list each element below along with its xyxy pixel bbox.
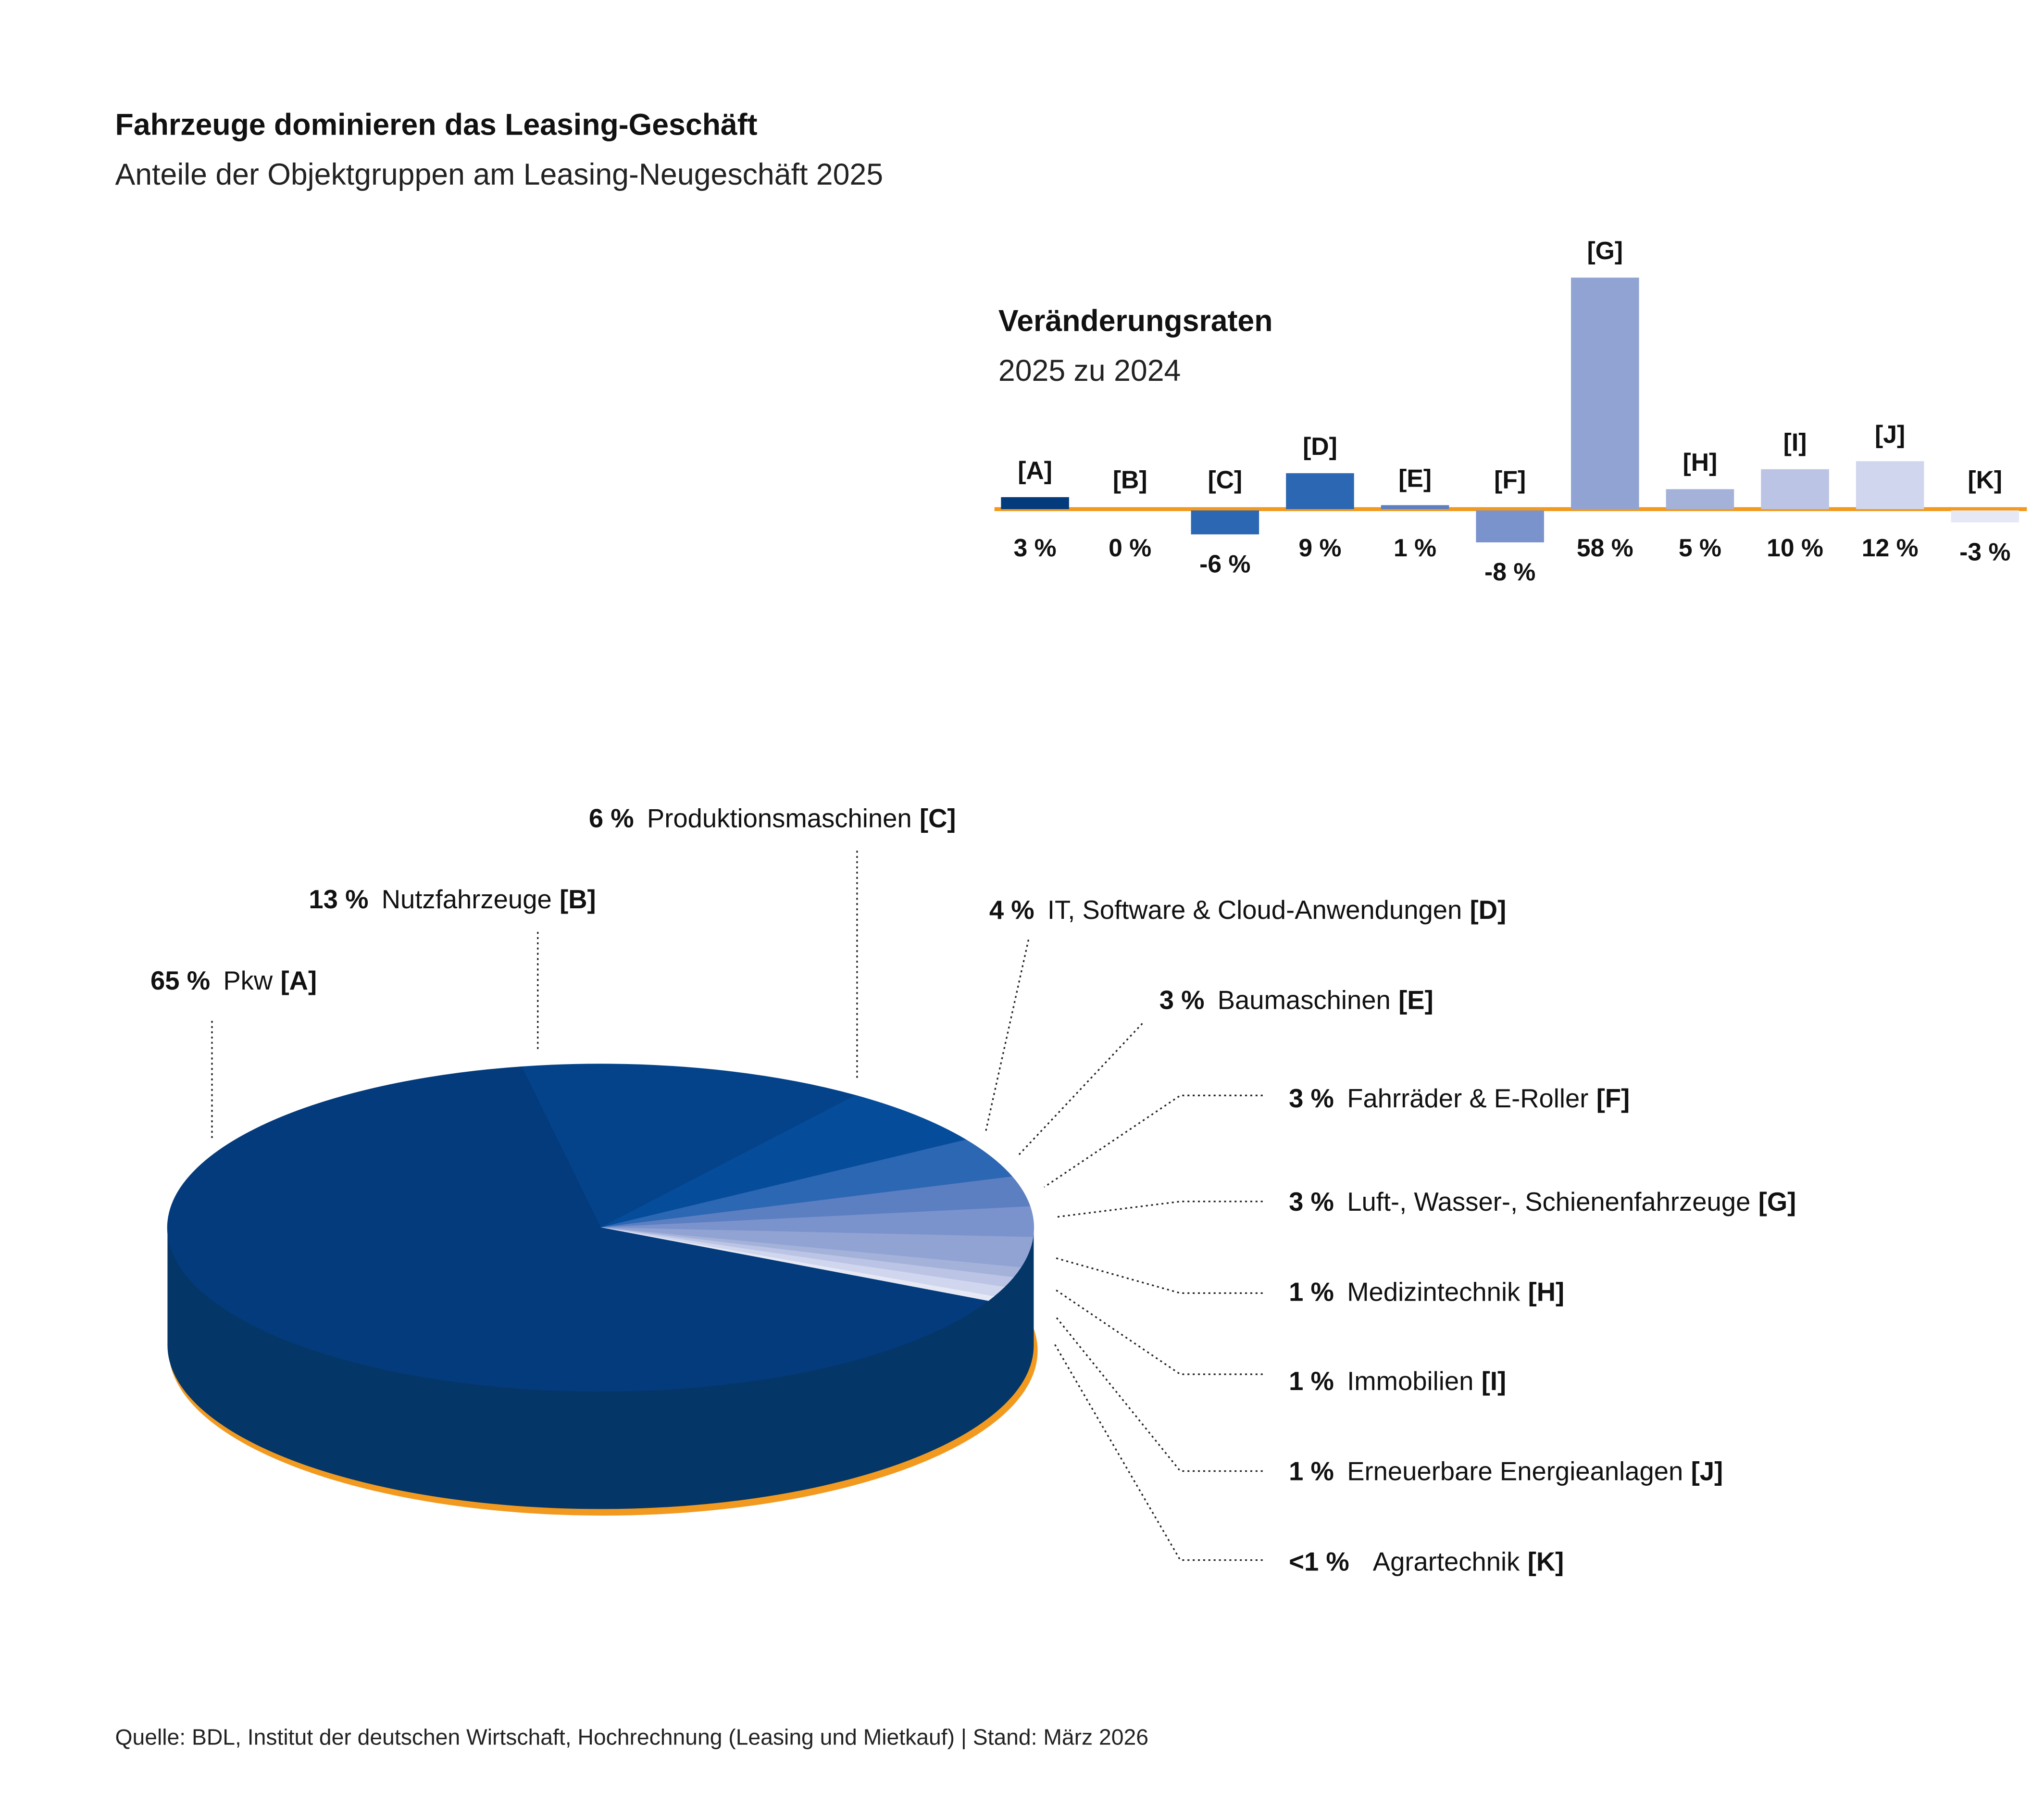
pie-label-g: 3 % Luft-, Wasser-, Schienenfahrzeuge [G] bbox=[1289, 1187, 1796, 1216]
pie-label-percent: 3 % bbox=[1159, 986, 1205, 1015]
pie-label-tag: [J] bbox=[1691, 1457, 1723, 1486]
bar-category-label: [A] bbox=[1018, 456, 1052, 484]
bar-e bbox=[1381, 505, 1449, 509]
pie-label-name: Fahrräder & E-Roller bbox=[1347, 1084, 1588, 1113]
pie-slice-b bbox=[521, 1064, 857, 1229]
leader-line-j bbox=[1054, 1315, 1263, 1472]
bar-value-label: 12 % bbox=[1862, 534, 1919, 562]
pie-label-name: Immobilien bbox=[1347, 1367, 1473, 1396]
pie-label-name: Nutzfahrzeuge bbox=[382, 885, 552, 914]
bar-category-label: [G] bbox=[1587, 237, 1623, 264]
bar-k bbox=[1951, 510, 2019, 523]
bar-value-label: 58 % bbox=[1577, 534, 1633, 562]
bar-value-label: 1 % bbox=[1394, 534, 1436, 562]
bar-category-label: [K] bbox=[1968, 465, 2002, 493]
pie-label-tag: [K] bbox=[1528, 1547, 1564, 1576]
pie-label-tag: [D] bbox=[1470, 895, 1507, 925]
bar-h bbox=[1666, 489, 1734, 509]
bar-value-label: -8 % bbox=[1484, 558, 1535, 586]
bar-chart-title: Veränderungsraten bbox=[998, 303, 1273, 338]
leader-line-e bbox=[1017, 1023, 1143, 1156]
pie-label-name: Agrartechnik bbox=[1373, 1547, 1520, 1576]
pie-label-tag: [I] bbox=[1482, 1367, 1506, 1396]
pie-label-percent: 13 % bbox=[309, 885, 368, 914]
pie-label-name: Luft-, Wasser-, Schienenfahrzeuge bbox=[1347, 1187, 1750, 1216]
bar-category-label: [J] bbox=[1875, 420, 1905, 448]
pie-slice-a bbox=[167, 1066, 989, 1392]
pie-label-h: 1 % Medizintechnik [H] bbox=[1289, 1278, 1564, 1307]
pie-label-i: 1 % Immobilien [I] bbox=[1289, 1367, 1506, 1396]
bar-category-label: [F] bbox=[1494, 465, 1526, 493]
bar-chart: [A] 3 % [B] 0 % [C] -6 % [D] 9 % [E] 1 % [F] -8 % [G… bbox=[994, 237, 2027, 586]
leader-line-f bbox=[1044, 1094, 1263, 1188]
bar-d bbox=[1286, 473, 1354, 509]
pie-label-percent: 1 % bbox=[1289, 1278, 1334, 1307]
pie-label-percent: <1 % bbox=[1289, 1547, 1349, 1576]
pie-label-name: Medizintechnik bbox=[1347, 1278, 1521, 1307]
chart-subtitle: Anteile der Objektgruppen am Leasing-Neu… bbox=[115, 157, 884, 191]
pie-label-tag: [G] bbox=[1758, 1187, 1796, 1216]
pie-slice-d bbox=[600, 1139, 1013, 1228]
pie-label-c: 6 % Produktionsmaschinen [C] bbox=[589, 803, 956, 833]
bar-value-label: 10 % bbox=[1767, 534, 1823, 562]
bar-category-label: [D] bbox=[1303, 432, 1337, 460]
pie-label-name: Erneuerbare Energieanlagen bbox=[1347, 1457, 1683, 1486]
bar-g bbox=[1571, 277, 1639, 509]
bar-value-label: 9 % bbox=[1298, 534, 1341, 562]
leader-line-k bbox=[1054, 1343, 1263, 1561]
pie-label-name: IT, Software & Cloud-Anwendungen bbox=[1047, 895, 1462, 925]
pie-labels: 65 % Pkw [A] 13 % Nutzfahrzeuge [B] 6 % Produkt… bbox=[150, 803, 1796, 1576]
bar-f bbox=[1476, 510, 1544, 542]
pie-label-k: <1 % Agrartechnik [K] bbox=[1289, 1547, 1564, 1576]
pie-label-name: Produktionsmaschinen bbox=[647, 803, 912, 833]
pie-chart bbox=[167, 1064, 1038, 1516]
pie-label-tag: [E] bbox=[1398, 986, 1433, 1015]
bar-value-label: -6 % bbox=[1199, 550, 1250, 577]
pie-leader-lines bbox=[211, 851, 1263, 1561]
leader-line-h bbox=[1054, 1257, 1263, 1294]
bar-category-label: [E] bbox=[1398, 464, 1432, 492]
chart-title: Fahrzeuge dominieren das Leasing-Geschäf… bbox=[115, 107, 758, 141]
pie-label-percent: 1 % bbox=[1289, 1367, 1334, 1396]
leader-line-g bbox=[1054, 1201, 1263, 1218]
pie-label-tag: [H] bbox=[1528, 1278, 1565, 1307]
bar-value-label: 5 % bbox=[1679, 534, 1721, 562]
bar-value-label: 0 % bbox=[1109, 534, 1151, 562]
bar-value-label: 3 % bbox=[1014, 534, 1057, 562]
bar-chart-subtitle: 2025 zu 2024 bbox=[998, 353, 1181, 388]
pie-label-percent: 4 % bbox=[989, 895, 1034, 925]
pie-label-percent: 3 % bbox=[1289, 1187, 1334, 1216]
leader-line-i bbox=[1054, 1288, 1263, 1375]
pie-label-percent: 65 % bbox=[150, 966, 210, 995]
pie-slice-c bbox=[600, 1095, 967, 1228]
bar-category-label: [B] bbox=[1113, 465, 1147, 493]
pie-label-percent: 1 % bbox=[1289, 1457, 1334, 1486]
bar-a bbox=[1001, 497, 1069, 509]
pie-label-a: 65 % Pkw [A] bbox=[150, 966, 317, 995]
pie-label-f: 3 % Fahrräder & E-Roller [F] bbox=[1289, 1084, 1630, 1113]
bar-i bbox=[1761, 469, 1829, 509]
source-note: Quelle: BDL, Institut der deutschen Wirt… bbox=[115, 1725, 1149, 1750]
bar-value-label: -3 % bbox=[1959, 538, 2010, 565]
bar-category-label: [C] bbox=[1208, 465, 1242, 493]
pie-label-percent: 3 % bbox=[1289, 1084, 1334, 1113]
pie-label-b: 13 % Nutzfahrzeuge [B] bbox=[309, 885, 596, 914]
pie-label-d: 4 % IT, Software & Cloud-Anwendungen [D] bbox=[989, 895, 1506, 925]
pie-label-percent: 6 % bbox=[589, 803, 634, 833]
pie-label-tag: [C] bbox=[920, 803, 956, 833]
pie-label-tag: [F] bbox=[1596, 1084, 1630, 1113]
pie-label-name: Baumaschinen bbox=[1218, 986, 1391, 1015]
pie-label-e: 3 % Baumaschinen [E] bbox=[1159, 986, 1433, 1015]
pie-label-name: Pkw bbox=[223, 966, 273, 995]
pie-label-tag: [A] bbox=[281, 966, 317, 995]
bar-category-label: [H] bbox=[1683, 448, 1718, 476]
pie-label-j: 1 % Erneuerbare Energieanlagen [J] bbox=[1289, 1457, 1723, 1486]
bar-j bbox=[1856, 461, 1924, 509]
bar-c bbox=[1191, 510, 1259, 535]
leader-line-d bbox=[985, 940, 1030, 1134]
bar-category-label: [I] bbox=[1783, 428, 1807, 456]
pie-label-tag: [B] bbox=[560, 885, 596, 914]
